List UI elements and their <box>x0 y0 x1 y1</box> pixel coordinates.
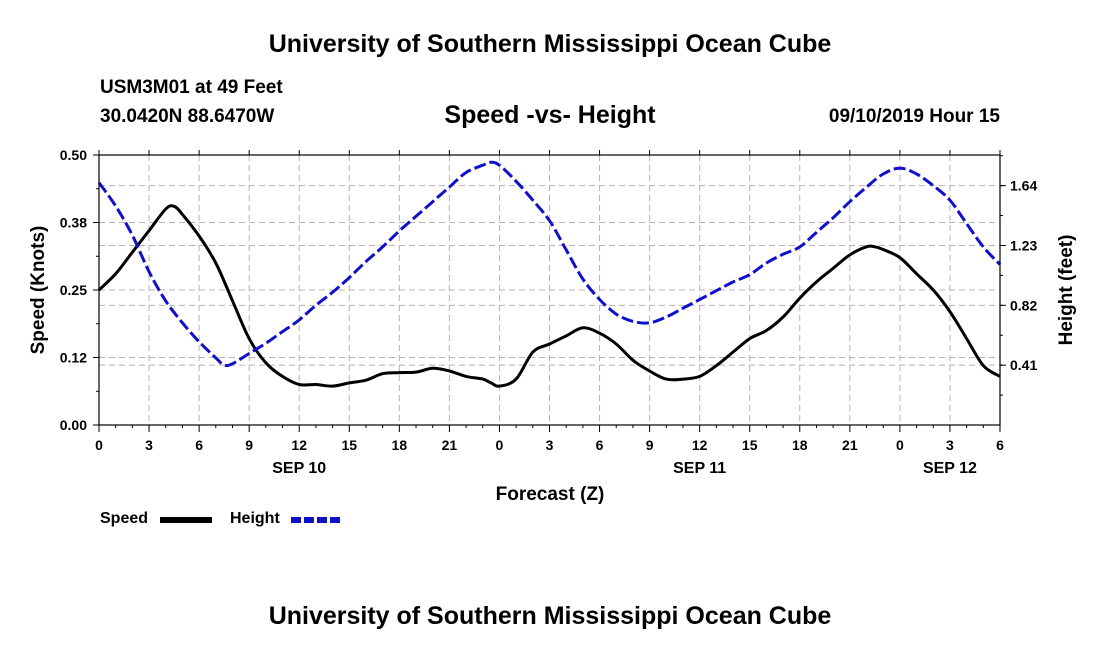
axes: 0 3 6 9 12 15 18 21 0 3 6 9 12 15 18 21 0 3 6 SEP 10 SEP 11 S… <box>60 147 1038 477</box>
x-tick-label: 0 <box>496 437 504 453</box>
x-tick-label: 3 <box>946 437 954 453</box>
y-axis-right-label: Height (feet) <box>1056 235 1077 346</box>
grid-lines <box>99 155 1000 425</box>
x-tick-label: 3 <box>546 437 554 453</box>
station-coordinates: 30.0420N 88.6470W <box>100 106 275 127</box>
top-title: University of Southern Mississippi Ocean… <box>268 30 832 58</box>
x-tick-label: 6 <box>996 437 1004 453</box>
x-tick-label: 9 <box>245 437 253 453</box>
y-left-tick-label: 0.25 <box>60 282 87 298</box>
x-tick-label: 6 <box>195 437 203 453</box>
x-tick-label: 3 <box>145 437 153 453</box>
y-left-tick-label: 0.00 <box>60 417 87 433</box>
y-right-tick-label: 1.64 <box>1010 178 1037 194</box>
x-tick-label: 6 <box>596 437 604 453</box>
x-tick-label: 15 <box>742 437 758 453</box>
y-axis-left-label: Speed (Knots) <box>28 226 49 355</box>
x-tick-label: 18 <box>792 437 808 453</box>
x-tick-label: 9 <box>646 437 654 453</box>
legend-height-label: Height <box>230 510 280 527</box>
y-right-tick-label: 1.23 <box>1010 237 1037 253</box>
chart-title: Speed -vs- Height <box>444 101 656 129</box>
bottom-title: University of Southern Mississippi Ocean… <box>268 602 832 630</box>
x-tick-label: 0 <box>95 437 103 453</box>
y-left-tick-label: 0.38 <box>60 215 87 231</box>
y-right-tick-label: 0.41 <box>1010 357 1037 373</box>
date-label: SEP 11 <box>673 460 726 477</box>
date-label: SEP 12 <box>923 460 977 477</box>
x-tick-label: 18 <box>392 437 408 453</box>
speed-series-line <box>97 204 1001 388</box>
y-left-tick-label: 0.50 <box>60 147 87 163</box>
y-left-tick-label: 0.12 <box>60 350 87 366</box>
x-tick-label: 21 <box>442 437 458 453</box>
x-tick-label: 0 <box>896 437 904 453</box>
x-axis-label: Forecast (Z) <box>496 484 605 505</box>
series-layer <box>97 160 1002 388</box>
y-right-tick-label: 0.82 <box>1010 297 1037 313</box>
legend-speed-label: Speed <box>100 510 149 527</box>
date-label: SEP 10 <box>272 460 326 477</box>
legend-speed-swatch <box>160 517 212 523</box>
x-tick-label: 15 <box>341 437 357 453</box>
station-label: USM3M01 at 49 Feet <box>100 77 283 98</box>
run-time: 09/10/2019 Hour 15 <box>828 106 1000 127</box>
height-series-line <box>97 160 1002 368</box>
legend-height-swatch <box>291 517 343 523</box>
x-tick-label: 12 <box>291 437 307 453</box>
x-tick-label: 12 <box>692 437 708 453</box>
x-tick-label: 21 <box>842 437 858 453</box>
